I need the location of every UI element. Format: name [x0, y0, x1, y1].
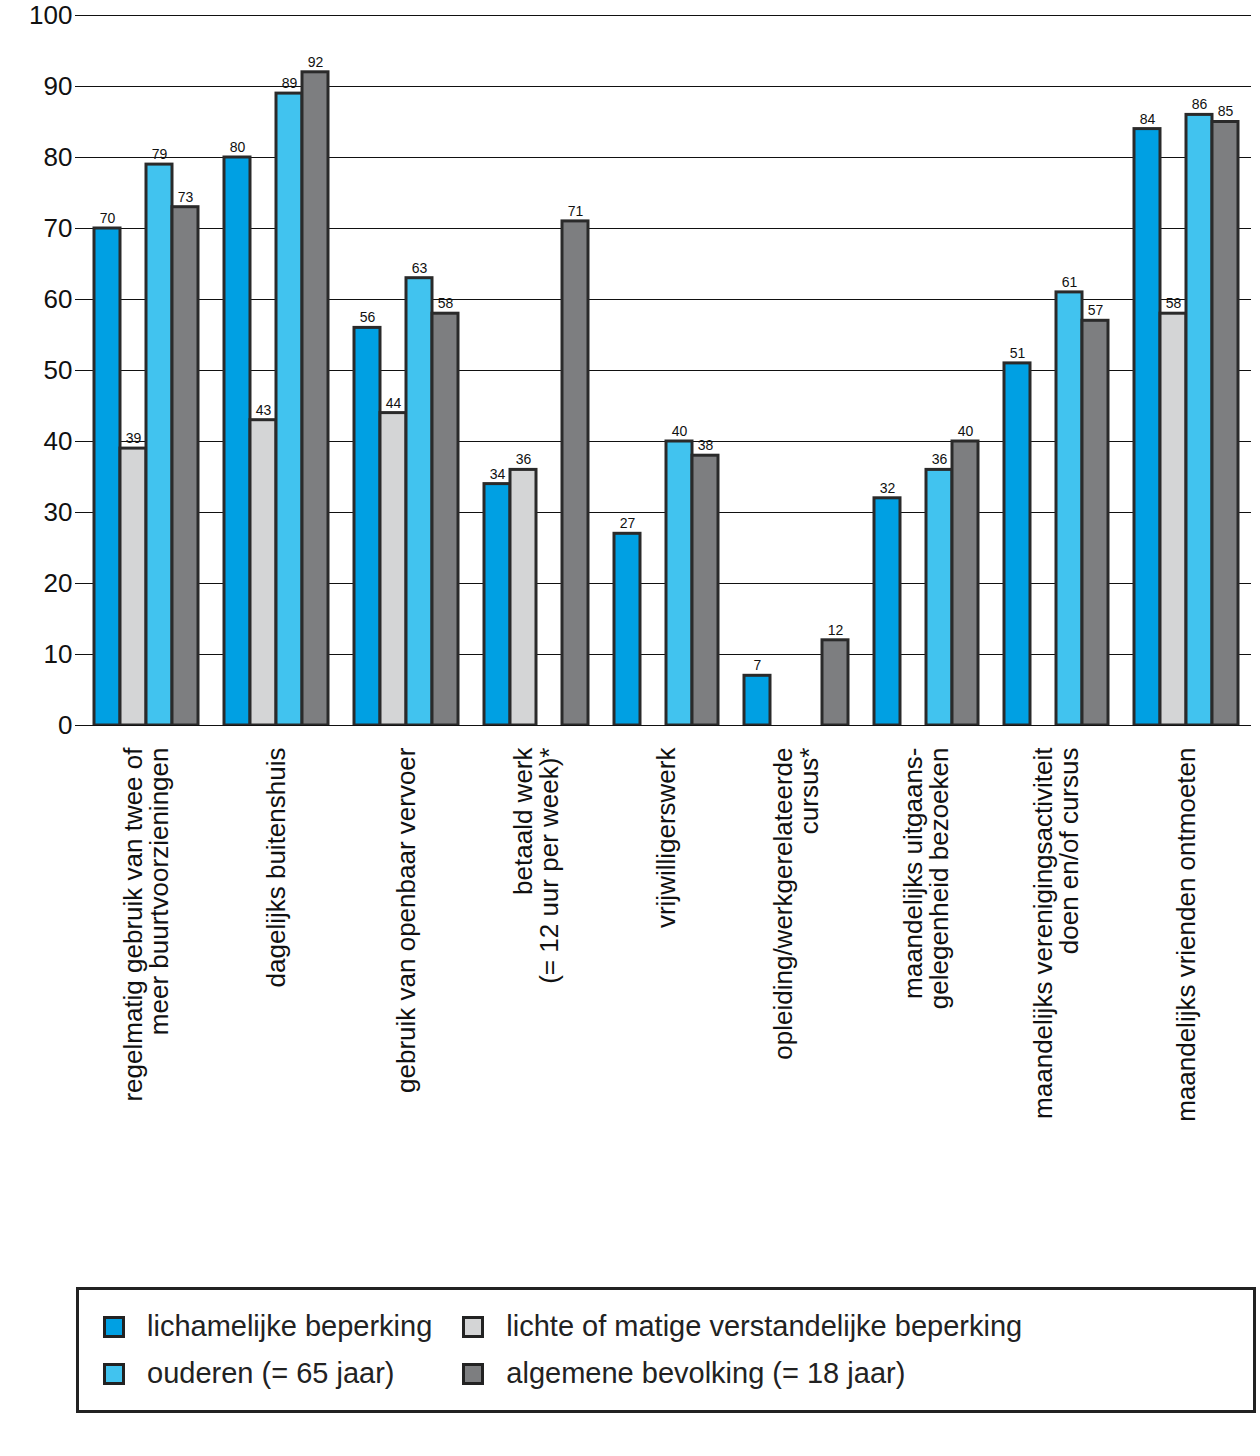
svg-text:0: 0	[58, 710, 72, 740]
svg-text:27: 27	[620, 515, 636, 531]
svg-text:30: 30	[44, 497, 73, 527]
html-text:algemene bevolking (= 18 jaar): algemene bevolking (= 18 jaar)	[506, 1357, 906, 1389]
svg-text:20: 20	[44, 568, 73, 598]
svg-text:71: 71	[568, 203, 584, 219]
svg-text:gebruik van openbaar vervoer: gebruik van openbaar vervoer	[391, 747, 421, 1093]
html-text:lichamelijke beperking: lichamelijke beperking	[147, 1310, 433, 1342]
svg-text:maandelijks uitgaans-gelegenhe: maandelijks uitgaans-gelegenheid bezoeke…	[898, 748, 954, 1010]
svg-text:38: 38	[698, 437, 714, 453]
svg-text:40: 40	[672, 423, 688, 439]
svg-text:dagelijks buitenshuis: dagelijks buitenshuis	[261, 748, 291, 988]
svg-text:86: 86	[1192, 96, 1208, 112]
svg-text:60: 60	[44, 284, 73, 314]
svg-text:maandelijks vrienden ontmoeten: maandelijks vrienden ontmoeten	[1171, 748, 1201, 1122]
svg-text:39: 39	[126, 430, 142, 446]
svg-text:70: 70	[100, 210, 116, 226]
svg-text:92: 92	[308, 54, 324, 70]
svg-text:56: 56	[360, 309, 376, 325]
svg-text:80: 80	[230, 139, 246, 155]
svg-text:85: 85	[1218, 103, 1234, 119]
svg-text:maandelijks verenigingsactivit: maandelijks verenigingsactiviteitdoen en…	[1028, 747, 1084, 1119]
svg-text:40: 40	[958, 423, 974, 439]
svg-text:57: 57	[1088, 302, 1104, 318]
svg-text:betaald werk(= 12 uur per week: betaald werk(= 12 uur per week)*	[508, 747, 564, 984]
svg-text:40: 40	[44, 426, 73, 456]
svg-text:58: 58	[1166, 295, 1182, 311]
html-text:lichte of matige verstandelijk: lichte of matige verstandelijke beperkin…	[506, 1310, 1023, 1342]
svg-text:100: 100	[29, 0, 72, 30]
html-text:ouderen (= 65 jaar): ouderen (= 65 jaar)	[147, 1357, 395, 1389]
svg-text:90: 90	[44, 71, 73, 101]
svg-text:70: 70	[44, 213, 73, 243]
svg-text:regelmatig gebruik van twee of: regelmatig gebruik van twee ofmeer buurt…	[118, 747, 174, 1102]
svg-text:opleiding/werkgerelateerdecurs: opleiding/werkgerelateerdecursus*	[768, 748, 824, 1060]
svg-text:44: 44	[386, 395, 402, 411]
svg-text:84: 84	[1140, 111, 1156, 127]
svg-text:12: 12	[828, 622, 844, 638]
svg-text:80: 80	[44, 142, 73, 172]
svg-text:89: 89	[282, 75, 298, 91]
svg-text:79: 79	[152, 146, 168, 162]
svg-text:58: 58	[438, 295, 454, 311]
svg-text:vrijwilligerswerk: vrijwilligerswerk	[651, 747, 681, 929]
svg-text:36: 36	[516, 451, 532, 467]
svg-text:32: 32	[880, 480, 896, 496]
svg-text:36: 36	[932, 451, 948, 467]
svg-text:50: 50	[44, 355, 73, 385]
svg-text:34: 34	[490, 466, 506, 482]
svg-text:7: 7	[754, 657, 762, 673]
svg-text:73: 73	[178, 189, 194, 205]
svg-text:43: 43	[256, 402, 272, 418]
svg-text:63: 63	[412, 260, 428, 276]
svg-text:10: 10	[44, 639, 73, 669]
svg-text:51: 51	[1010, 345, 1026, 361]
svg-text:61: 61	[1062, 274, 1078, 290]
